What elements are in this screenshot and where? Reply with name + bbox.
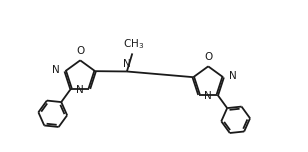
Text: O: O: [204, 52, 212, 62]
Text: N: N: [123, 59, 131, 69]
Text: O: O: [76, 46, 84, 56]
Text: N: N: [76, 85, 84, 95]
Text: N: N: [229, 71, 236, 81]
Text: N: N: [52, 65, 60, 75]
Text: CH$_3$: CH$_3$: [123, 37, 144, 51]
Text: N: N: [205, 91, 212, 101]
